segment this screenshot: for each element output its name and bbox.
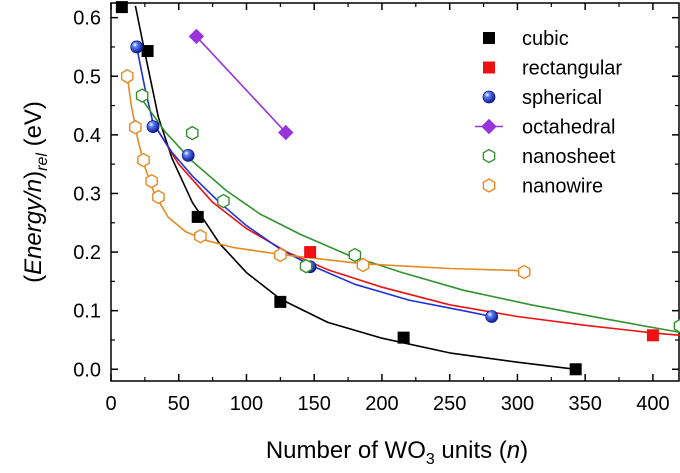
data-point-octahedral: [188, 28, 205, 45]
data-point-cubic: [274, 295, 287, 308]
legend-label-nanosheet: nanosheet: [522, 146, 616, 168]
data-point-spherical: [146, 120, 160, 134]
data-point-nanowire: [129, 119, 142, 135]
data-point-cubic: [569, 363, 582, 376]
legend-marker-rectangular: [483, 61, 495, 74]
y-tick-label: 0.0: [73, 359, 101, 381]
y-tick-label: 0.2: [73, 242, 101, 264]
legend-marker-spherical: [482, 90, 496, 104]
data-point-nanowire: [145, 173, 158, 189]
data-point-nanowire: [274, 247, 287, 263]
plot-frame: [110, 2, 680, 382]
data-point-spherical: [485, 310, 499, 323]
data-point-nanowire: [152, 189, 165, 205]
x-tick-label: 300: [501, 393, 534, 415]
y-tick-label: 0.6: [73, 8, 101, 30]
legend: cubic rectangular spherical octahedral nanos…: [475, 28, 622, 198]
legend-marker-cubic: [483, 32, 495, 44]
data-point-cubic: [141, 45, 154, 58]
data-point-nanosheet: [135, 88, 149, 103]
x-tick-label: 200: [365, 393, 398, 415]
markers-layer: [115, 1, 680, 376]
data-point-octahedral: [278, 124, 294, 141]
data-point-cubic: [397, 331, 410, 344]
data-point-rectangular: [304, 246, 317, 259]
legend-label-rectangular: rectangular: [522, 58, 622, 80]
data-point-nanowire: [517, 264, 531, 280]
fit-curve-rectangular: [150, 119, 680, 337]
legend-label-cubic: cubic: [522, 28, 569, 50]
legend-marker-nanowire: [482, 178, 496, 193]
data-point-nanosheet: [185, 125, 199, 141]
data-point-nanowire: [194, 228, 207, 244]
y-tick-label: 0.1: [73, 301, 101, 323]
data-point-nanosheet: [348, 247, 362, 263]
x-axis-title: Number of WO3 units (n): [266, 437, 528, 468]
x-tick-label: 100: [230, 393, 263, 415]
fit-curve-octahedral: [195, 35, 287, 134]
data-point-nanowire: [137, 152, 150, 168]
x-tick-label: 350: [568, 393, 601, 415]
x-tick-label: 50: [168, 393, 190, 415]
data-point-rectangular: [646, 329, 659, 342]
legend-label-octahedral: octahedral: [522, 117, 615, 139]
data-point-nanowire: [356, 257, 370, 273]
x-tick-label: 150: [298, 393, 331, 415]
data-point-cubic: [115, 1, 128, 14]
fit-curve-spherical: [135, 46, 492, 318]
x-tick-label: 0: [105, 393, 116, 415]
legend-label-nanowire: nanowire: [522, 176, 603, 198]
data-point-cubic: [191, 210, 204, 223]
y-tick-label: 0.3: [73, 183, 101, 205]
data-point-nanosheet: [217, 193, 230, 209]
data-point-nanosheet: [673, 318, 680, 334]
legend-marker-octahedral: [481, 118, 497, 135]
data-point-spherical: [181, 148, 195, 162]
y-axis-title: (Energy/n)rel (eV): [20, 101, 51, 283]
x-tick-label: 250: [433, 393, 466, 415]
y-tick-label: 0.5: [73, 66, 101, 88]
y-tick-label: 0.4: [73, 125, 101, 147]
legend-label-spherical: spherical: [522, 87, 602, 109]
legend-marker-nanosheet: [482, 148, 496, 164]
fit-curve-cubic: [134, 5, 576, 371]
data-point-nanosheet: [299, 258, 313, 274]
axes-layer: 0 50 100 150 200 250 300 350 400 0.0 0.1 0.2 0.3 0.4 0…: [73, 2, 680, 415]
data-point-nanowire: [120, 68, 134, 84]
x-tick-label: 400: [636, 393, 669, 415]
data-point-spherical: [130, 40, 144, 54]
